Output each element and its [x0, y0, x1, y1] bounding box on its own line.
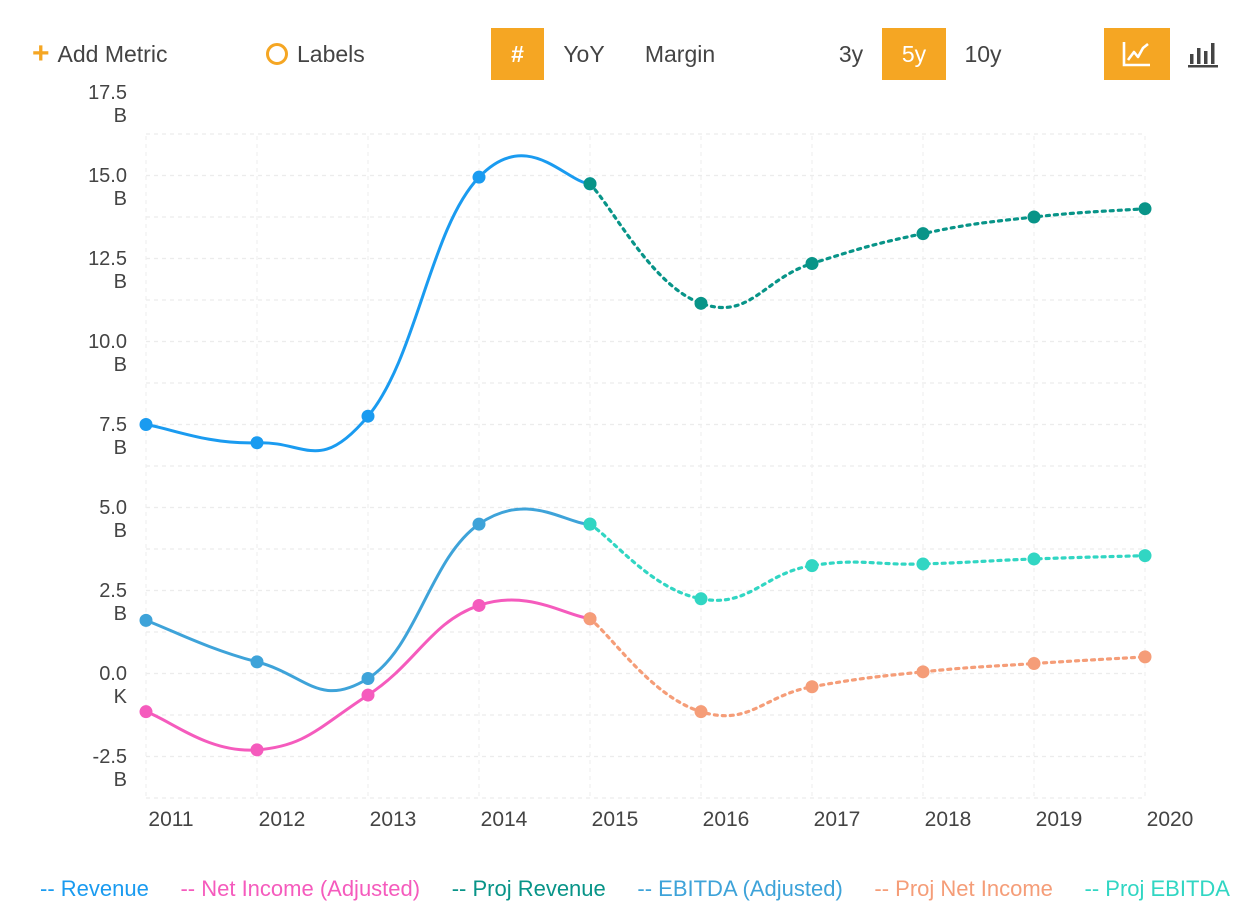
line-chart: 17.5B15.0B12.5B10.0B7.5B5.0B2.5B0.0K-2.5…: [88, 82, 1193, 831]
range-10y-button[interactable]: 10y: [964, 40, 1002, 67]
y-tick-unit: B: [114, 271, 127, 293]
data-point-proj-ebitda[interactable]: [1027, 552, 1041, 566]
data-point-ebitda-adjusted[interactable]: [361, 671, 375, 685]
legend: -- Revenue -- Net Income (Adjusted) -- P…: [40, 876, 1230, 910]
y-tick-label: 17.5: [88, 82, 127, 104]
data-point-proj-ebitda[interactable]: [916, 557, 930, 571]
x-tick-label: 2020: [1147, 808, 1194, 831]
legend-item-proj-revenue[interactable]: -- Proj Revenue: [451, 876, 606, 901]
data-point-proj-ebitda[interactable]: [805, 559, 819, 573]
data-point-proj-revenue[interactable]: [583, 177, 597, 191]
x-tick-label: 2018: [925, 808, 972, 831]
y-tick-unit: B: [114, 188, 127, 210]
plus-icon: +: [32, 37, 50, 70]
bar-chart-icon: [1188, 43, 1218, 68]
bar-chart-button[interactable]: [1180, 28, 1226, 80]
x-tick-label: 2017: [814, 808, 861, 831]
data-point-net-income-adjusted[interactable]: [250, 743, 264, 757]
x-tick-label: 2011: [148, 808, 193, 831]
data-point-revenue[interactable]: [139, 418, 153, 431]
data-point-ebitda-adjusted[interactable]: [250, 655, 264, 669]
value-mode-yoy-button[interactable]: YoY: [563, 40, 605, 67]
legend-item-proj-ebitda[interactable]: -- Proj EBITDA: [1084, 876, 1230, 901]
legend-item-ebitda-adjusted[interactable]: -- EBITDA (Adjusted): [637, 876, 843, 901]
y-tick-unit: B: [114, 769, 127, 791]
x-tick-label: 2012: [259, 808, 306, 831]
y-tick-unit: B: [114, 603, 127, 625]
line-chart-icon: [1122, 42, 1150, 67]
data-point-ebitda-adjusted[interactable]: [472, 517, 486, 531]
legend-item-net-income-adjusted[interactable]: -- Net Income (Adjusted): [180, 876, 421, 901]
data-point-revenue[interactable]: [250, 436, 264, 450]
labels-toggle[interactable]: Labels: [266, 28, 365, 80]
x-tick-label: 2015: [592, 808, 639, 831]
data-point-net-income-adjusted[interactable]: [472, 598, 486, 612]
data-point-proj-revenue[interactable]: [694, 296, 708, 310]
series-line-proj-revenue: [588, 182, 1147, 310]
value-mode-margin-button[interactable]: Margin: [644, 40, 716, 67]
data-point-ebitda-adjusted[interactable]: [139, 613, 153, 627]
series-line-proj-ebitda: [588, 522, 1147, 602]
y-tick-unit: B: [114, 354, 127, 376]
data-point-proj-net-income[interactable]: [1138, 650, 1152, 664]
line-chart-button[interactable]: [1104, 28, 1170, 80]
data-point-proj-revenue[interactable]: [805, 256, 819, 270]
data-point-proj-ebitda[interactable]: [1138, 549, 1152, 563]
data-point-proj-ebitda[interactable]: [583, 517, 597, 531]
x-tick-label: 2016: [703, 808, 750, 831]
data-point-proj-revenue[interactable]: [916, 227, 930, 241]
data-point-proj-net-income[interactable]: [916, 665, 930, 679]
series-lines: [144, 154, 1147, 752]
series-line-revenue: [144, 154, 592, 453]
data-point-proj-net-income[interactable]: [1027, 657, 1041, 671]
data-point-proj-net-income[interactable]: [694, 705, 708, 719]
y-tick-label: 10.0: [88, 331, 127, 353]
y-tick-unit: B: [114, 520, 127, 542]
data-point-net-income-adjusted[interactable]: [139, 705, 153, 719]
y-tick-unit: B: [114, 105, 127, 127]
data-point-proj-net-income[interactable]: [583, 612, 597, 626]
range-5y-button[interactable]: 5y: [882, 28, 946, 80]
x-tick-label: 2019: [1036, 808, 1083, 831]
data-point-proj-revenue[interactable]: [1027, 210, 1041, 224]
data-point-net-income-adjusted[interactable]: [361, 688, 375, 702]
legend-item-revenue[interactable]: -- Revenue: [40, 876, 149, 901]
series-line-proj-net-income: [588, 617, 1147, 718]
data-point-proj-net-income[interactable]: [805, 680, 819, 694]
data-point-proj-revenue[interactable]: [1138, 202, 1152, 216]
y-tick-label: 7.5: [99, 414, 127, 436]
toggle-circle-icon: [266, 43, 288, 65]
data-point-revenue[interactable]: [361, 409, 375, 423]
series-points: [139, 170, 1152, 757]
grid: [145, 133, 1146, 800]
value-mode-number-button[interactable]: #: [491, 28, 544, 80]
y-tick-label: 0.0: [99, 663, 127, 685]
add-metric-button[interactable]: + Add Metric: [32, 28, 167, 80]
y-tick-label: 2.5: [99, 580, 127, 602]
range-3y-button[interactable]: 3y: [838, 40, 864, 67]
y-tick-label: -2.5: [93, 746, 127, 768]
y-tick-label: 15.0: [88, 165, 127, 187]
x-tick-label: 2014: [481, 808, 528, 831]
data-point-proj-ebitda[interactable]: [694, 592, 708, 606]
y-tick-label: 5.0: [99, 497, 127, 519]
y-tick-unit: B: [114, 437, 127, 459]
y-tick-label: 12.5: [88, 248, 127, 270]
labels-label: Labels: [297, 40, 365, 67]
y-axis-ticks: 17.5B15.0B12.5B10.0B7.5B5.0B2.5B0.0K-2.5…: [88, 82, 128, 791]
add-metric-label: Add Metric: [57, 40, 168, 67]
chart-toolbar: + Add Metric Labels # YoY Margin 3y 5y 1…: [0, 0, 1246, 100]
x-tick-label: 2013: [370, 808, 417, 831]
x-axis-ticks: 2011 2012 2013 2014 2015 2016 2017 2018 2019 2020: [148, 808, 1193, 831]
data-point-revenue[interactable]: [472, 170, 486, 184]
y-tick-unit: K: [114, 686, 128, 708]
legend-item-proj-net-income[interactable]: -- Proj Net Income: [874, 876, 1053, 901]
